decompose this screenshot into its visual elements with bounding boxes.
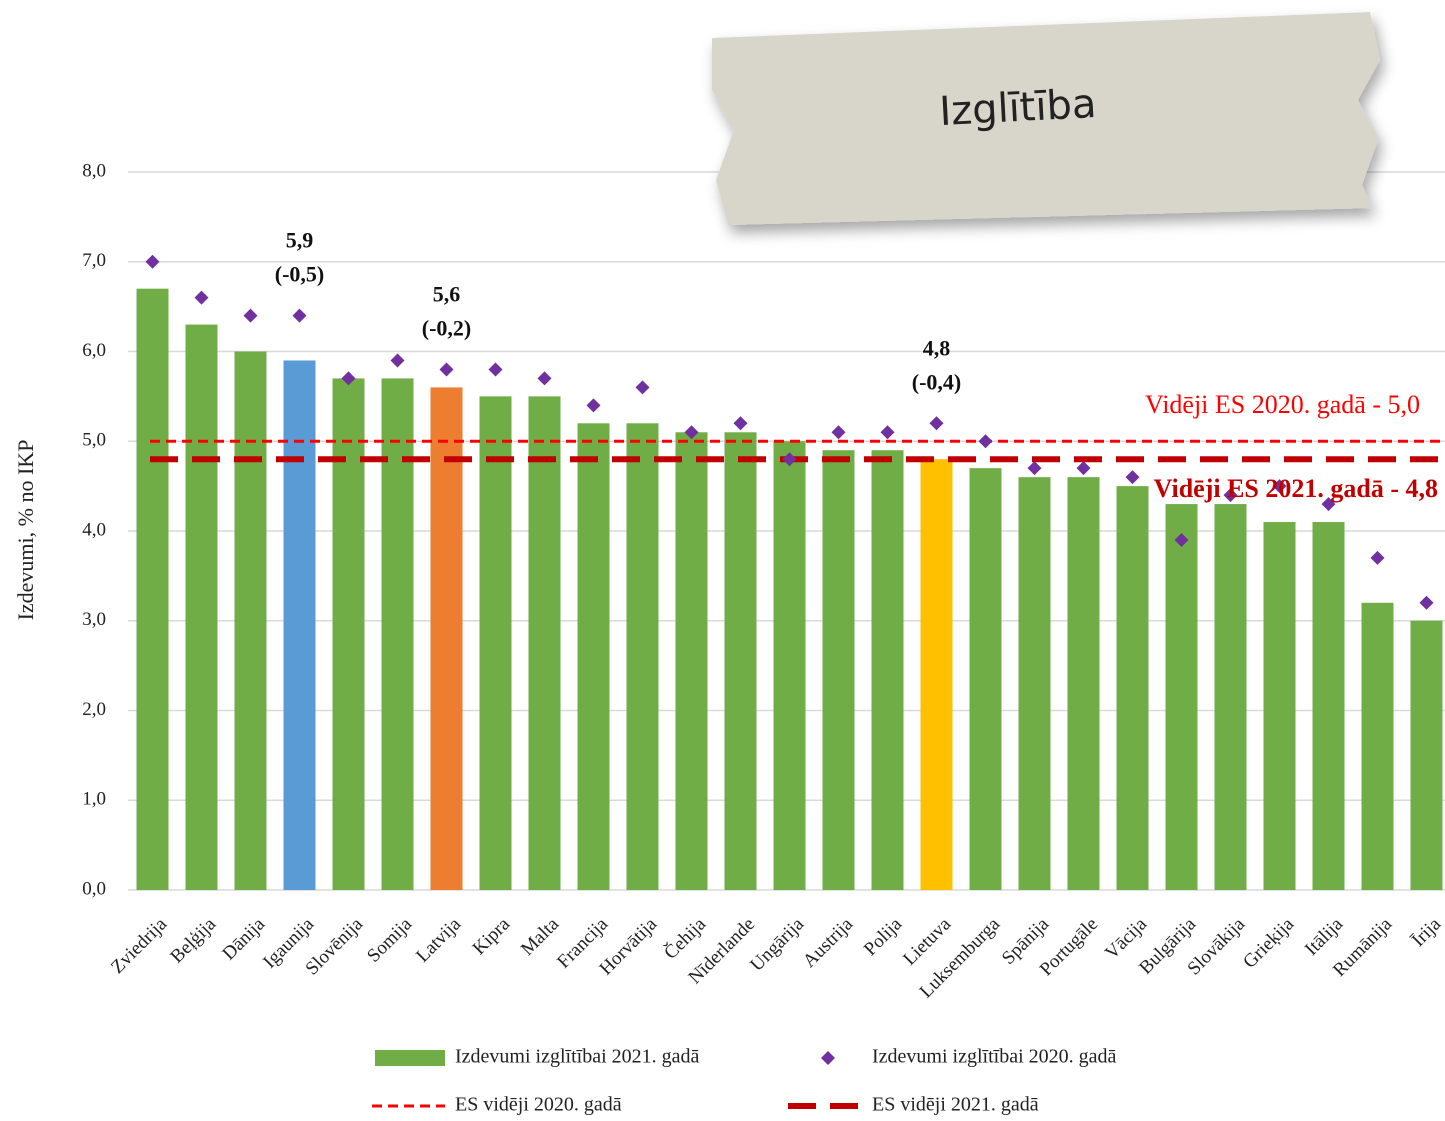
reference-label: Vidēji ES 2020. gadā - 5,0 (1145, 390, 1420, 419)
marker-2020 (586, 398, 601, 413)
marker-2020 (341, 371, 356, 386)
bar (1263, 522, 1296, 890)
legend-label: Izdevumi izglītībai 2021. gadā (455, 1046, 699, 1068)
marker-2020 (1125, 470, 1140, 485)
marker-2020 (145, 254, 160, 269)
legend-label: ES vidēji 2020. gadā (455, 1094, 622, 1116)
marker-2020 (1370, 550, 1385, 565)
y-axis-label: Izdevumi, % no IKP (13, 440, 38, 621)
bar (234, 351, 267, 890)
marker-2020 (684, 425, 699, 440)
y-tick-label: 4,0 (82, 519, 106, 540)
marker-2020 (1223, 488, 1238, 503)
x-tick-label: Ungārija (746, 913, 808, 975)
bar (1312, 522, 1345, 890)
x-tick-label: Polija (860, 913, 907, 960)
bar (528, 396, 561, 890)
bar (1116, 486, 1149, 890)
bar (1214, 504, 1247, 890)
bar (332, 378, 365, 890)
change-label: (-0,2) (422, 315, 471, 340)
y-tick-label: 8,0 (82, 160, 106, 181)
bar (675, 432, 708, 890)
bar (185, 324, 218, 890)
marker-2020 (782, 452, 797, 467)
marker-2020 (537, 371, 552, 386)
marker-2020 (488, 362, 503, 377)
value-label: 4,8 (923, 335, 951, 360)
x-tick-label: Grieķija (1239, 913, 1298, 972)
bar (1165, 504, 1198, 890)
bar (626, 423, 659, 890)
x-tick-label: Malta (517, 913, 564, 960)
x-tick-label: Itālija (1301, 913, 1348, 960)
bar (724, 432, 757, 890)
bar (773, 441, 806, 890)
marker-2020 (1076, 461, 1091, 476)
bar (871, 450, 904, 890)
bar (920, 459, 953, 890)
marker-2020 (1272, 479, 1287, 494)
change-label: (-0,4) (912, 369, 961, 394)
marker-2020 (243, 308, 258, 323)
bar (479, 396, 512, 890)
y-tick-label: 0,0 (82, 878, 106, 899)
y-tick-label: 3,0 (82, 609, 106, 630)
chart-title: Izglītība (938, 81, 1097, 135)
marker-2020 (978, 434, 993, 449)
marker-2020 (194, 290, 209, 305)
marker-2020 (880, 425, 895, 440)
title-tape: Izglītība (712, 12, 1380, 225)
bar (1410, 620, 1443, 890)
value-label: 5,6 (433, 281, 461, 306)
bar (430, 387, 463, 890)
bar (1361, 602, 1394, 890)
y-tick-label: 5,0 (82, 430, 106, 451)
bar (822, 450, 855, 890)
marker-2020 (292, 308, 307, 323)
x-tick-label: Beļģija (166, 913, 220, 967)
bar (1067, 477, 1100, 890)
marker-2020 (1321, 497, 1336, 512)
x-tick-label: Somija (363, 913, 416, 966)
legend-swatch (821, 1051, 835, 1065)
x-tick-label: Īrija (1408, 913, 1445, 951)
tape (712, 12, 1380, 225)
plot-area: 0,0 1,0 2,0 3,0 4,0 5,0 6,0 7,0 8,0 ZviedrijaBeļģ… (82, 160, 1445, 1002)
x-tick-label: Zviedrija (107, 913, 171, 977)
bar (1018, 477, 1051, 890)
marker-2020 (831, 425, 846, 440)
marker-2020 (390, 353, 405, 368)
legend-label: ES vidēji 2021. gadā (872, 1094, 1039, 1116)
legend-swatch (375, 1050, 445, 1066)
bar (577, 423, 610, 890)
marker-2020 (439, 362, 454, 377)
y-tick-label: 7,0 (82, 250, 106, 271)
change-label: (-0,5) (275, 262, 324, 287)
marker-2020 (1027, 461, 1042, 476)
marker-2020 (1419, 595, 1434, 610)
legend-label: Izdevumi izglītībai 2020. gadā (872, 1046, 1116, 1068)
y-tick-label: 2,0 (82, 699, 106, 720)
value-label: 5,9 (286, 228, 314, 253)
bar (381, 378, 414, 890)
x-tick-label: Kipra (469, 913, 515, 959)
y-tick-label: 6,0 (82, 340, 106, 361)
marker-2020 (733, 416, 748, 431)
reference-label: Vidēji ES 2021. gadā - 4,8 (1154, 474, 1438, 503)
x-tick-label: Austrija (799, 913, 858, 972)
marker-2020 (929, 416, 944, 431)
legend: Izdevumi izglītībai 2021. gadā Izdevumi i… (372, 1046, 1116, 1116)
marker-2020 (635, 380, 650, 395)
bar (136, 288, 169, 890)
x-tick-label: Latvija (412, 913, 465, 966)
bar (283, 360, 316, 891)
bar (969, 468, 1002, 890)
y-tick-label: 1,0 (82, 789, 106, 810)
marker-2020 (1174, 532, 1189, 547)
